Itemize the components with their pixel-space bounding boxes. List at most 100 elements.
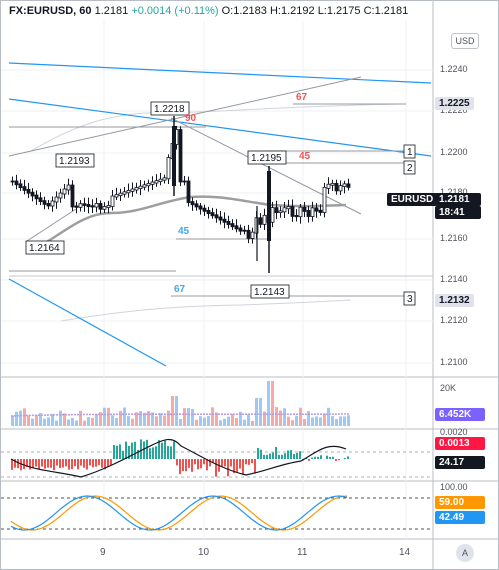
moving-average bbox=[30, 195, 347, 253]
macd-histogram-bar bbox=[308, 459, 310, 461]
macd-histogram-bar bbox=[263, 454, 265, 459]
volume-bar bbox=[135, 412, 138, 426]
volume-bar bbox=[167, 410, 170, 426]
macd-histogram-bar bbox=[155, 446, 157, 459]
spike-candle-body bbox=[172, 126, 176, 186]
volume-bar bbox=[199, 416, 202, 426]
volume-bar bbox=[223, 418, 226, 426]
time-tick-14: 14 bbox=[399, 547, 411, 558]
candle-body bbox=[238, 227, 243, 232]
macd-histogram-bar bbox=[209, 459, 211, 467]
price-axis-tick: 1.2100 bbox=[440, 357, 468, 367]
macd-histogram-bar bbox=[212, 459, 214, 464]
candle-body bbox=[278, 210, 283, 214]
volume-bar bbox=[131, 418, 134, 426]
macd-axis-tick: 0.0020 bbox=[440, 427, 468, 437]
macd-line bbox=[10, 438, 347, 478]
volume-bar bbox=[151, 412, 154, 426]
volume-bar bbox=[47, 417, 50, 426]
volume-bar bbox=[255, 398, 258, 426]
price-axis-tick: 1.2120 bbox=[440, 315, 468, 325]
macd-histogram-bar bbox=[197, 459, 199, 470]
candle-body bbox=[118, 192, 123, 196]
macd-histogram-bar bbox=[158, 440, 160, 459]
macd-histogram-bar bbox=[326, 455, 328, 459]
macd-histogram-bar bbox=[344, 457, 346, 459]
macd-histogram-bar bbox=[101, 459, 103, 468]
volume-bar bbox=[231, 413, 234, 426]
candle-body bbox=[138, 185, 143, 189]
volume-bar bbox=[107, 407, 110, 426]
macd-histogram-bar bbox=[23, 459, 25, 470]
volume-bar bbox=[251, 420, 254, 426]
currency-button[interactable]: USD bbox=[451, 33, 479, 49]
candle-body bbox=[74, 205, 79, 208]
macd-histogram-bar bbox=[338, 459, 340, 461]
pitchfork-line bbox=[8, 76, 362, 157]
macd-histogram-bar bbox=[257, 448, 259, 459]
macd-histogram-bar bbox=[236, 459, 238, 472]
volume-bar bbox=[287, 416, 290, 426]
volume-bar bbox=[31, 418, 34, 426]
macd-histogram-bar bbox=[191, 459, 193, 472]
candle-body bbox=[334, 182, 339, 192]
candle-body bbox=[142, 184, 147, 188]
volume-bar bbox=[39, 413, 42, 426]
macd-histogram-bar bbox=[287, 450, 289, 459]
macd-histogram-bar bbox=[254, 459, 256, 474]
fib-number: 67 bbox=[174, 284, 186, 295]
macd-histogram-bar bbox=[110, 459, 112, 466]
candle-body bbox=[162, 177, 167, 181]
macd-histogram-bar bbox=[269, 453, 271, 459]
volume-bar bbox=[43, 418, 46, 426]
price-note-label: 1.2143 bbox=[254, 287, 285, 298]
volume-bar bbox=[179, 419, 182, 426]
macd-histogram-bar bbox=[221, 459, 223, 467]
macd-histogram-bar bbox=[332, 456, 334, 459]
candle-body bbox=[70, 184, 75, 208]
macd-histogram-bar bbox=[290, 450, 292, 459]
auto-scale-button[interactable]: A bbox=[456, 544, 474, 562]
volume-bar bbox=[79, 410, 82, 426]
volume-bar bbox=[295, 415, 298, 426]
macd-histogram-bar bbox=[50, 459, 52, 468]
macd-histogram-bar bbox=[179, 459, 181, 475]
macd-signal-tag: 24.17 bbox=[435, 456, 485, 469]
candle-body bbox=[270, 207, 275, 223]
macd-histogram-bar bbox=[98, 459, 100, 466]
candle-body bbox=[46, 202, 51, 207]
candle-body bbox=[10, 180, 15, 183]
stoch-axis-tick: 100.00 bbox=[440, 482, 468, 492]
candle-body bbox=[346, 183, 351, 188]
candle-body bbox=[234, 225, 239, 230]
macd-histogram-bar bbox=[104, 459, 106, 470]
volume-bar bbox=[335, 418, 338, 426]
candle-body bbox=[298, 206, 303, 218]
macd-histogram-bar bbox=[83, 459, 85, 468]
macd-histogram-bar bbox=[128, 445, 130, 459]
volume-bar bbox=[323, 413, 326, 426]
macd-histogram-bar bbox=[131, 442, 133, 459]
macd-histogram-bar bbox=[251, 459, 253, 464]
macd-histogram-bar bbox=[167, 446, 169, 459]
candle-body bbox=[246, 229, 251, 239]
candle-body bbox=[82, 203, 87, 206]
symbol-name: FX:EURUSD, 60 bbox=[9, 5, 92, 17]
volume-bar bbox=[331, 416, 334, 426]
volume-bar bbox=[307, 411, 310, 426]
macd-histogram-bar bbox=[233, 459, 235, 474]
macd-histogram-bar bbox=[140, 439, 142, 459]
volume-bar bbox=[155, 416, 158, 426]
macd-histogram-bar bbox=[74, 459, 76, 467]
macd-histogram-bar bbox=[260, 449, 262, 459]
macd-histogram-bar bbox=[89, 459, 91, 466]
low-label: L: bbox=[317, 5, 327, 17]
macd-histogram-bar bbox=[143, 441, 145, 459]
candle-body bbox=[342, 183, 347, 187]
macd-histogram-bar bbox=[248, 459, 250, 465]
volume-bar bbox=[215, 412, 218, 426]
stoch-d-line bbox=[10, 495, 348, 531]
volume-bar bbox=[95, 414, 98, 426]
